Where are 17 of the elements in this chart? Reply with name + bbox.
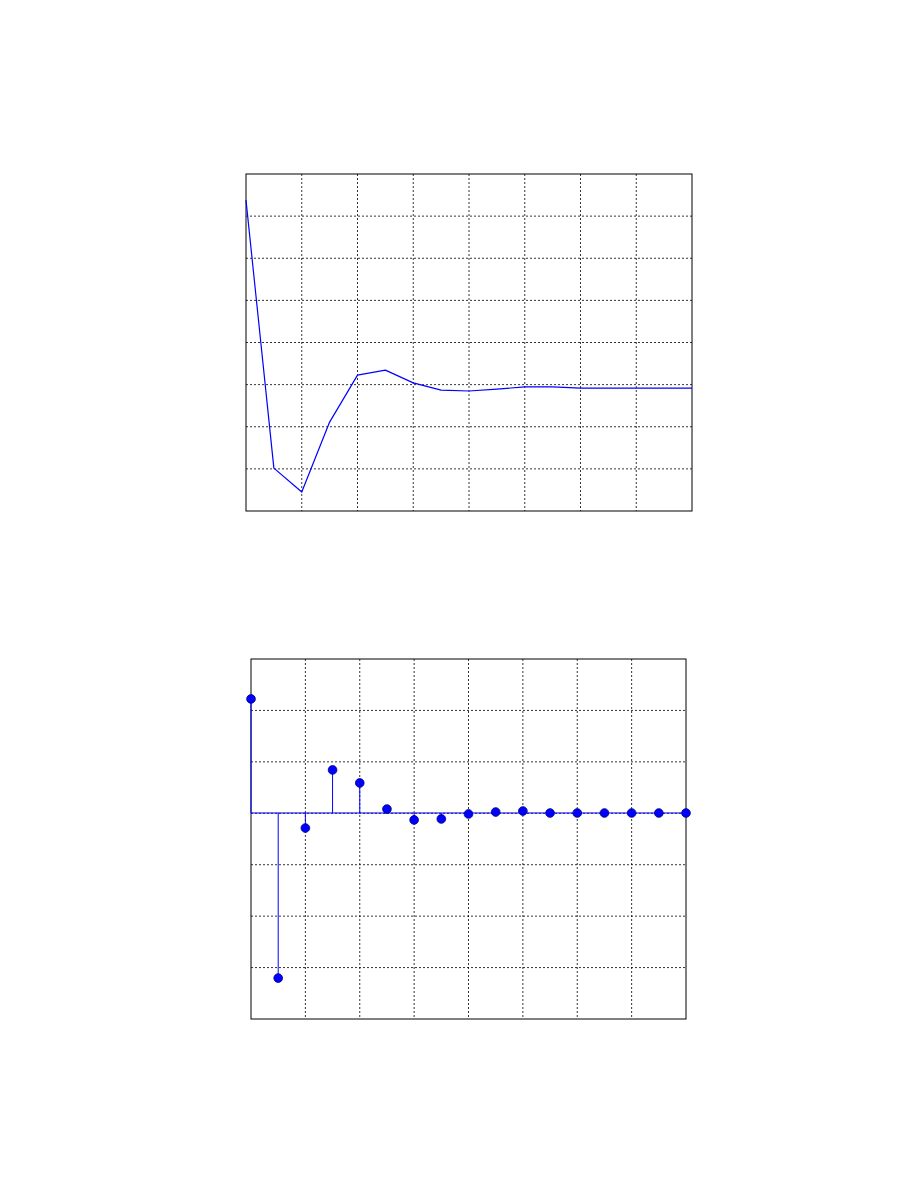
point	[654, 808, 664, 818]
point	[246, 694, 256, 704]
point	[300, 823, 311, 833]
point	[518, 806, 528, 816]
point	[273, 973, 283, 983]
point	[490, 807, 501, 817]
point	[572, 808, 583, 818]
point	[545, 808, 555, 818]
point	[463, 809, 474, 819]
point	[599, 808, 610, 818]
point	[354, 778, 365, 788]
point	[327, 765, 338, 775]
point	[681, 808, 691, 818]
point	[626, 808, 637, 818]
point	[409, 815, 419, 825]
point	[382, 804, 392, 814]
point	[436, 814, 447, 824]
